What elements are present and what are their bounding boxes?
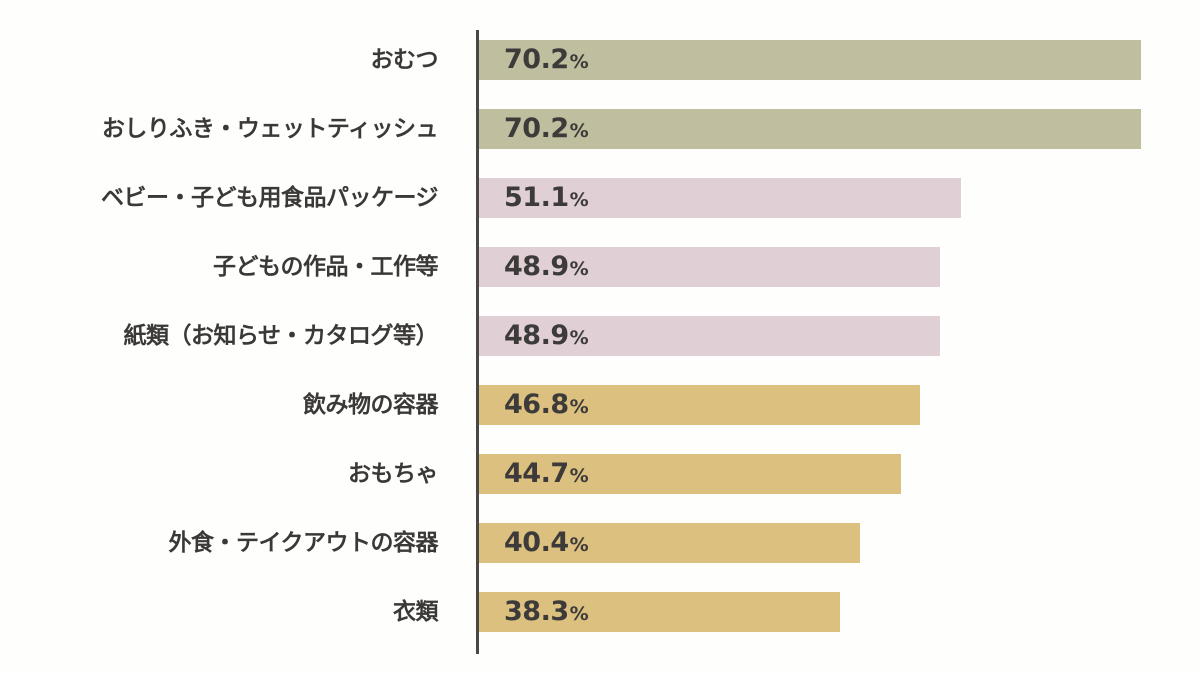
category-label: ベビー・子ども用食品パッケージ xyxy=(100,185,439,211)
value-label: 70.2% xyxy=(504,40,589,80)
value-label: 46.8% xyxy=(504,385,589,425)
bar-row: 紙類（お知らせ・カタログ等） 48.9% xyxy=(0,316,1200,356)
bar-row: 子どもの作品・工作等 48.9% xyxy=(0,247,1200,287)
percent-sign: % xyxy=(569,327,589,349)
value-number: 70.2 xyxy=(504,113,569,144)
y-axis-line xyxy=(476,30,479,654)
bar xyxy=(479,247,940,287)
bar-row: おもちゃ 44.7% xyxy=(0,454,1200,494)
bar-row: 飲み物の容器 46.8% xyxy=(0,385,1200,425)
value-number: 40.4 xyxy=(504,527,569,558)
bar-row: おしりふき・ウェットティッシュ 70.2% xyxy=(0,109,1200,149)
percent-sign: % xyxy=(569,189,589,211)
value-label: 48.9% xyxy=(504,316,589,356)
bar xyxy=(479,523,860,563)
bar-row: おむつ 70.2% xyxy=(0,40,1200,80)
value-label: 44.7% xyxy=(504,454,589,494)
percent-sign: % xyxy=(569,51,589,73)
bar-row: 外食・テイクアウトの容器 40.4% xyxy=(0,523,1200,563)
category-label: 紙類（お知らせ・カタログ等） xyxy=(123,323,438,349)
percent-sign: % xyxy=(569,603,589,625)
bar xyxy=(479,109,1141,149)
value-number: 44.7 xyxy=(504,458,569,489)
bar xyxy=(479,40,1141,80)
value-label: 70.2% xyxy=(504,109,589,149)
value-number: 70.2 xyxy=(504,44,569,75)
percent-sign: % xyxy=(569,465,589,487)
category-label: 飲み物の容器 xyxy=(303,392,439,418)
category-label: 外食・テイクアウトの容器 xyxy=(168,530,438,556)
value-number: 46.8 xyxy=(504,389,569,420)
bar xyxy=(479,178,961,218)
bar-row: ベビー・子ども用食品パッケージ 51.1% xyxy=(0,178,1200,218)
category-label: おしりふき・ウェットティッシュ xyxy=(101,116,439,142)
category-label: おもちゃ xyxy=(348,461,439,487)
percent-sign: % xyxy=(569,120,589,142)
category-label: おむつ xyxy=(370,47,439,73)
value-label: 38.3% xyxy=(504,592,589,632)
category-label: 衣類 xyxy=(393,599,439,625)
bar xyxy=(479,316,940,356)
bar-row: 衣類 38.3% xyxy=(0,592,1200,632)
value-number: 48.9 xyxy=(504,251,569,282)
value-number: 48.9 xyxy=(504,320,569,351)
value-number: 51.1 xyxy=(504,182,569,213)
value-number: 38.3 xyxy=(504,596,569,627)
value-label: 51.1% xyxy=(504,178,589,218)
value-label: 40.4% xyxy=(504,523,589,563)
bar xyxy=(479,592,840,632)
percent-sign: % xyxy=(569,396,589,418)
bar xyxy=(479,454,901,494)
category-label: 子どもの作品・工作等 xyxy=(213,254,439,280)
percent-sign: % xyxy=(569,534,589,556)
bar xyxy=(479,385,920,425)
value-label: 48.9% xyxy=(504,247,589,287)
percent-sign: % xyxy=(569,258,589,280)
